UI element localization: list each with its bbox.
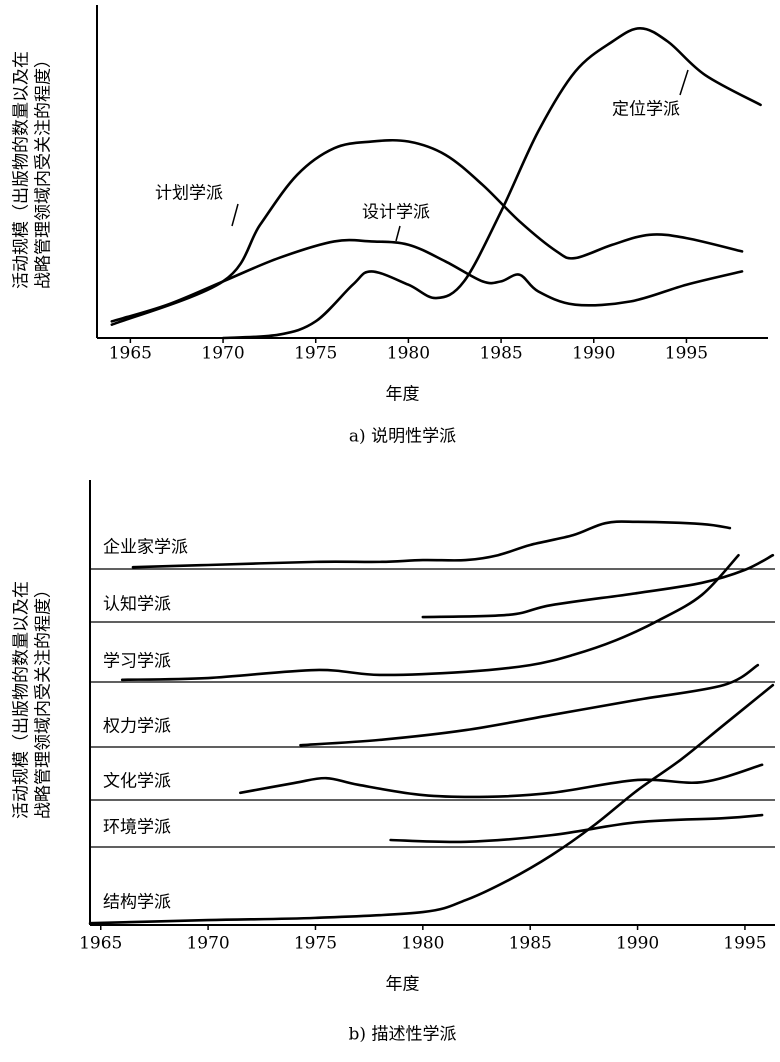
label-pointer [395, 225, 401, 242]
series-line [120, 553, 740, 682]
series-label: 权力学派 [103, 717, 171, 737]
x-tick-label: 1980 [387, 344, 430, 364]
y-axis-label: 战略管理领域内受关注的程度） [34, 51, 54, 289]
series-label: 计划学派 [155, 184, 223, 204]
series-label: 学习学派 [103, 652, 171, 672]
series-label: 定位学派 [612, 100, 680, 120]
series-line [131, 520, 732, 569]
label-pointer [231, 203, 239, 227]
series-label: 环境学派 [103, 818, 171, 838]
series-line [110, 238, 744, 323]
y-axis-label: 活动规模（出版物的数量以及在 [12, 51, 32, 289]
series-line [299, 663, 760, 747]
series-label: 文化学派 [103, 772, 171, 792]
series-line [88, 683, 775, 925]
x-tick-label: 1965 [79, 934, 122, 954]
x-tick-label: 1990 [616, 934, 659, 954]
x-tick-label: 1985 [509, 934, 552, 954]
x-tick-label: 1980 [401, 934, 444, 954]
series-line [239, 763, 764, 799]
caption: b) 描述性学派 [349, 1025, 457, 1045]
x-axis-label: 年度 [386, 385, 420, 405]
x-tick-label: 1975 [294, 934, 337, 954]
label-pointer [679, 69, 689, 96]
x-tick-label: 1975 [294, 344, 337, 364]
x-axis-label: 年度 [386, 975, 420, 995]
series-label: 企业家学派 [103, 538, 188, 558]
separators [90, 568, 775, 848]
series-label: 设计学派 [362, 203, 430, 223]
x-tick-label: 1965 [109, 344, 152, 364]
series-label: 认知学派 [103, 595, 171, 615]
series-line [421, 553, 775, 619]
series-label: 结构学派 [103, 893, 171, 913]
series-line [221, 27, 762, 340]
x-tick-label: 1995 [665, 344, 708, 364]
x-tick-label: 1970 [186, 934, 229, 954]
x-tick-label: 1970 [201, 344, 244, 364]
x-tick-label: 1990 [572, 344, 615, 364]
y-axis-label: 活动规模（出版物的数量以及在 [12, 581, 32, 819]
y-axis-label: 战略管理领域内受关注的程度） [34, 581, 54, 819]
x-tick-label: 1985 [479, 344, 522, 364]
x-tick-label: 1995 [723, 934, 766, 954]
caption: a) 说明性学派 [349, 427, 456, 447]
series-line [110, 138, 744, 326]
